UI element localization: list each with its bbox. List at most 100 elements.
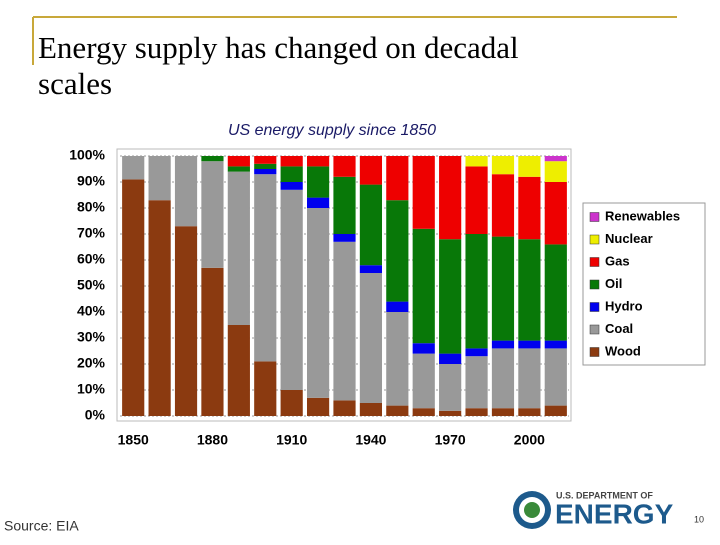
legend-label: Wood	[605, 343, 641, 358]
bar-segment	[518, 239, 541, 341]
bar-segment	[465, 234, 488, 349]
bar-segment	[306, 156, 330, 167]
x-tick-label: 1910	[276, 432, 307, 448]
bar-segment	[201, 156, 224, 162]
bar-segment	[386, 301, 409, 312]
bar-segment	[333, 176, 356, 234]
y-tick-label: 80%	[77, 199, 106, 215]
bar-segment	[518, 156, 541, 177]
bar-segment	[306, 208, 330, 398]
bar-segment	[148, 156, 171, 201]
bar-segment	[386, 156, 409, 201]
legend-label: Nuclear	[605, 231, 653, 246]
bar-segment	[518, 340, 541, 349]
bar-segment	[359, 156, 383, 185]
y-tick-label: 50%	[77, 277, 106, 293]
legend-swatch	[589, 279, 600, 290]
y-tick-label: 90%	[77, 173, 106, 189]
bar-segment	[465, 348, 488, 357]
legend-swatch	[589, 324, 600, 335]
bar-segment	[174, 226, 198, 416]
bar-segment	[491, 348, 515, 409]
bar-segment	[491, 408, 515, 416]
legend-swatch	[589, 257, 600, 267]
bar-segment	[544, 244, 567, 341]
bar-segment	[491, 236, 515, 341]
legend-swatch	[589, 347, 600, 357]
bar-segment	[280, 182, 303, 190]
bar-segment	[122, 179, 145, 416]
chart: 0% 10% 20% 30% 40% 50% 60% 70% 80% 90% 100% 1850 188…	[69, 147, 680, 448]
bar-segment	[359, 265, 383, 273]
bar-segment	[254, 163, 277, 169]
bar-segment	[491, 174, 515, 237]
bar-segment	[254, 156, 277, 164]
legend-swatch	[589, 302, 600, 312]
bar-segment	[465, 166, 488, 234]
y-tick-label: 60%	[77, 251, 106, 267]
x-tick-label: 2000	[514, 432, 545, 448]
y-tick-label: 100%	[69, 147, 105, 163]
bar-segment	[280, 166, 303, 182]
logo-seal	[524, 502, 540, 518]
legend-swatch	[589, 234, 600, 245]
bar-segment	[544, 405, 567, 416]
bar-segment	[359, 403, 383, 416]
bar-segment	[254, 174, 277, 362]
bar-segment	[227, 325, 250, 416]
legend-label: Hydro	[605, 298, 643, 313]
bar-segment	[306, 197, 330, 208]
source: Source: EIA	[4, 518, 79, 534]
bar-segment	[518, 408, 541, 416]
legend-label: Gas	[605, 253, 630, 268]
bar-segment	[280, 156, 303, 167]
bar-segment	[518, 176, 541, 240]
bar-segment	[386, 200, 409, 302]
bar-segment	[439, 353, 462, 364]
bar-segment	[174, 156, 198, 227]
y-tick-label: 10%	[77, 381, 106, 397]
bar-segment	[254, 361, 277, 416]
bar-segment	[412, 228, 435, 344]
bar-segment	[386, 312, 409, 406]
legend-label: Coal	[605, 321, 633, 336]
logo-top: U.S. DEPARTMENT OF	[556, 490, 653, 500]
slide-title: Energy supply has changed on decadal	[38, 30, 519, 65]
y-tick-label: 0%	[85, 407, 106, 423]
chart-title: US energy supply since 1850	[228, 122, 436, 139]
legend-swatch	[589, 212, 600, 222]
bar-segment	[333, 241, 356, 401]
bar-segment	[227, 171, 250, 325]
bar-segment	[333, 234, 356, 242]
bar-segment	[491, 156, 515, 175]
bar-segment	[227, 166, 250, 172]
bar-segment	[412, 156, 435, 229]
y-tick-label: 30%	[77, 329, 106, 345]
page-number: 10	[694, 514, 704, 524]
bar-segment	[412, 343, 435, 354]
bar-segment	[465, 356, 488, 409]
bar-segment	[227, 156, 250, 167]
logo-main: ENERGY	[555, 498, 674, 529]
x-tick-label: 1850	[118, 432, 149, 448]
bar-segment	[439, 364, 462, 411]
bar-segment	[439, 410, 462, 416]
logo: U.S. DEPARTMENT OF ENERGY	[513, 490, 674, 529]
bar-segment	[254, 169, 277, 175]
bar-segment	[544, 340, 567, 349]
bar-segment	[148, 200, 171, 416]
bar-segment	[306, 166, 330, 198]
y-tick-label: 40%	[77, 303, 106, 319]
bar-segment	[439, 239, 462, 354]
bar-segment	[439, 156, 462, 240]
bar-segment	[386, 405, 409, 416]
slide-title-cont: scales	[38, 66, 112, 101]
bar-segment	[465, 156, 488, 167]
bar-segment	[333, 400, 356, 416]
bar-segment	[412, 408, 435, 416]
legend-label: Oil	[605, 276, 622, 291]
bar-segment	[201, 267, 224, 416]
bar-segment	[518, 348, 541, 409]
y-tick-label: 20%	[77, 355, 106, 371]
